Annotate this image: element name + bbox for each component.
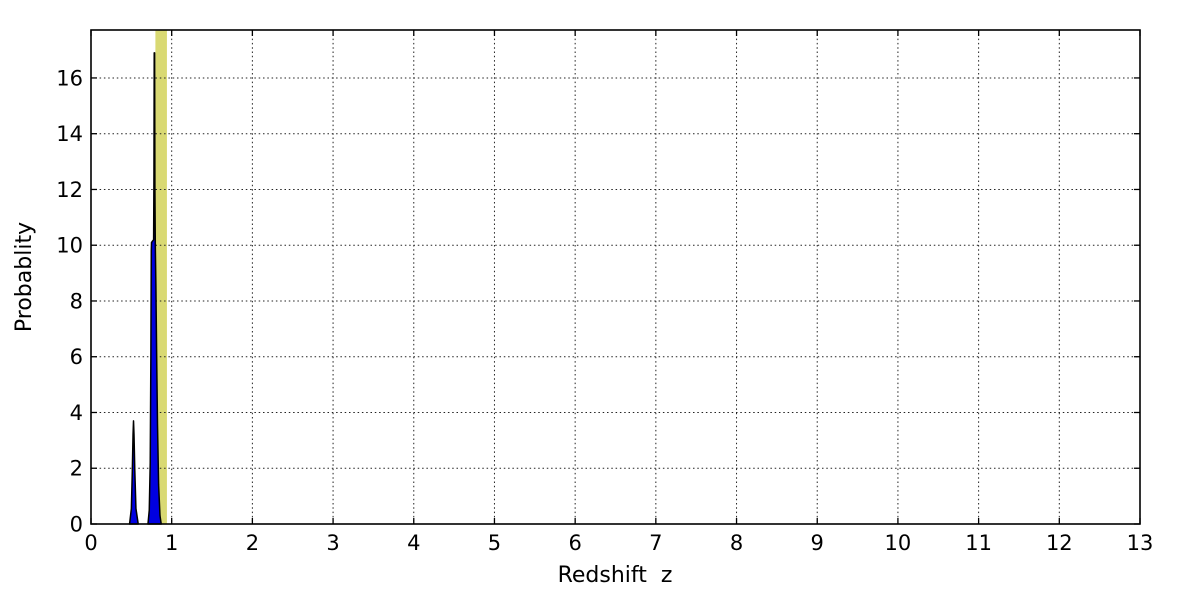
y-tick-label: 8 [70,289,83,313]
y-tick-label: 0 [70,513,83,537]
x-axis-label: Redshift z [558,563,673,588]
confidence-band [155,30,167,524]
tick-marks [90,30,1141,525]
x-tick-label: 3 [326,531,339,555]
gridlines [91,30,1140,524]
plot-frame [90,29,1141,525]
pdf-peak-main [147,52,162,525]
x-tick-label: 13 [1127,531,1154,555]
x-tick-label: 9 [811,531,824,555]
y-tick-label: 16 [56,66,83,90]
y-tick-label: 2 [70,457,83,481]
y-tick-label: 6 [70,345,83,369]
x-tick-label: 10 [885,531,912,555]
x-tick-label: 6 [568,531,581,555]
x-tick-label: 11 [965,531,992,555]
x-tick-label: 12 [1046,531,1073,555]
x-tick-label: 8 [730,531,743,555]
confidence-band-rect [155,30,167,524]
y-tick-label: 12 [56,178,83,202]
y-axis-label: Probablity [12,222,37,332]
x-tick-label: 1 [165,531,178,555]
x-tick-label: 7 [649,531,662,555]
y-tick-label: 14 [56,122,83,146]
x-tick-label: 0 [84,531,97,555]
pdf-peak-low-z [128,420,139,525]
pdf-curves [128,52,162,525]
x-tick-labels: 0 1 2 3 4 5 6 7 8 9 10 11 12 13 [84,531,1153,555]
x-tick-label: 4 [407,531,420,555]
x-tick-label: 2 [246,531,259,555]
x-tick-label: 5 [488,531,501,555]
y-tick-labels: 0 2 4 6 8 10 12 14 16 [56,66,83,536]
y-tick-label: 4 [70,401,83,425]
y-tick-label: 10 [56,234,83,258]
